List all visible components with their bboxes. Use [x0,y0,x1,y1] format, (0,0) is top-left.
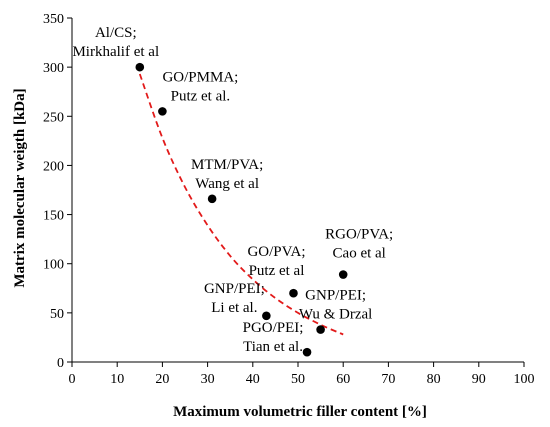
point-label-line: Mirkhalif et al [72,44,159,60]
point-label-line: Wu & Drzal [299,307,373,323]
point-label: PGO/PEI; Tian et al. [243,320,304,355]
point-label: GNP/PEI; Li et al. [204,281,265,316]
data-point [262,311,271,321]
axes: 0 10 20 30 40 50 60 70 80 90 100 0 50 100 150 200 250 300… [43,12,535,387]
x-tick-label: 90 [472,372,486,387]
point-label-line: GO/PMMA; [162,69,238,85]
point-label-line: GO/PVA; [247,244,305,260]
point-label-line: Putz et al. [171,88,231,104]
y-tick-label: 50 [50,307,64,322]
point-label-line: Tian et al. [243,339,303,355]
points-layer [135,62,348,357]
point-label: Al/CS; Mirkhalif et al [72,25,159,60]
y-tick-label: 100 [43,258,64,273]
x-tick-label: 50 [291,372,305,387]
data-point [316,325,325,334]
trendline [138,73,344,336]
point-label-line: Cao et al [333,246,386,262]
y-tick-label: 300 [43,61,64,76]
point-label-line: GNP/PEI; [204,281,265,297]
point-label-line: Wang et al [195,176,259,192]
point-label-line: Li et al. [211,300,257,316]
x-tick-label: 40 [246,372,260,387]
point-label-line: GNP/PEI; [305,288,366,304]
x-tick-label: 100 [514,372,535,387]
y-tick-label: 0 [57,356,64,371]
y-tick-label: 250 [43,110,64,125]
data-point [302,347,312,357]
y-tick-label: 200 [43,159,64,174]
point-label: MTM/PVA; Wang et al [191,157,263,192]
x-tick-label: 30 [201,372,215,387]
point-label: GO/PMMA; Putz et al. [162,69,238,104]
x-tick-label: 80 [427,372,441,387]
data-point [158,107,167,116]
data-point [338,270,348,279]
y-tick-label: 150 [43,209,64,224]
x-axis-title: Maximum volumetric filler content [%] [173,404,427,420]
x-tick-label: 60 [336,372,350,387]
point-label: GNP/PEI; Wu & Drzal [299,288,373,323]
data-point [289,288,298,298]
y-tick-label: 350 [43,12,64,27]
point-label-line: PGO/PEI; [243,320,304,336]
x-tick-label: 10 [110,372,124,387]
point-label: RGO/PVA; Cao et al [325,227,393,262]
y-axis-title: Matrix molecular weigth [kDa] [12,88,28,287]
x-tick-label: 0 [69,372,76,387]
data-point [135,62,145,72]
point-label-line: MTM/PVA; [191,157,263,173]
point-label-line: Al/CS; [95,25,137,41]
point-label-line: RGO/PVA; [325,227,393,243]
point-label: GO/PVA; Putz et al [247,244,305,279]
x-tick-label: 20 [155,372,169,387]
x-tick-label: 70 [381,372,395,387]
trendline-layer [138,73,344,336]
data-point [207,194,217,204]
point-label-line: Putz et al [249,263,305,279]
